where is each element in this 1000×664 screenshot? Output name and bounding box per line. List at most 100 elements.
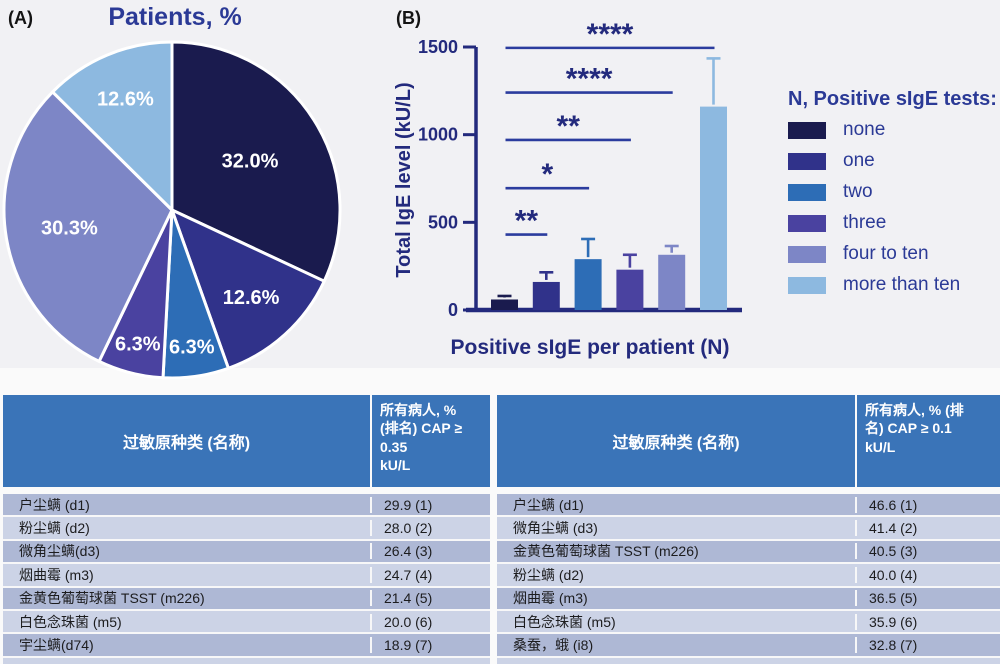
pie-slice-label: 12.6% <box>97 88 154 110</box>
legend-item-four-to-ten: four to ten <box>788 243 1000 264</box>
table-row: 金黄色葡萄球菌 TSST (m226) 21.4 (5) <box>3 587 490 611</box>
cell-percent-rank: 24.7 (4) <box>370 566 490 583</box>
table-row: 桑蚕，蛾 (i8) 32.8 (7) <box>497 634 1000 658</box>
table-row: 户尘螨 (d1) 46.6 (1) <box>497 494 1000 518</box>
table-row: 金黄色葡萄球菌 TSST (m226) 40.5 (3) <box>497 540 1000 565</box>
sig-stars: ** <box>557 110 581 143</box>
table-row: 粉尘螨 (d2) 40.0 (4) <box>497 564 1000 588</box>
y-tick-label: 1000 <box>418 125 458 145</box>
table-right-rows: 户尘螨 (d1) 46.6 (1) 微角尘螨 (d3) 41.4 (2) 金黄色葡萄球菌… <box>497 494 1000 664</box>
y-tick-label: 1500 <box>418 37 458 57</box>
table-right-allergen-header: 过敏原种类 (名称) <box>612 435 740 452</box>
pie-slice-label: 32.0% <box>222 150 279 172</box>
cell-percent-rank: 41.4 (2) <box>855 520 1000 537</box>
pie-slice-label: 12.6% <box>223 287 280 309</box>
cell-allergen: 户尘螨 (d1) <box>513 496 584 513</box>
table-row: 烟曲霉 (m3) 36.5 (5) <box>497 587 1000 611</box>
table-left-rows: 户尘螨 (d1) 29.9 (1) 粉尘螨 (d2) 28.0 (2) 微角尘螨(d3)… <box>3 494 490 664</box>
panel-b-label: (B) <box>396 8 421 28</box>
cell-percent-rank: 32.8 (7) <box>855 637 1000 654</box>
cell-percent-rank: 35.9 (6) <box>855 613 1000 630</box>
legend-item-label: three <box>843 212 887 233</box>
cell-allergen: 烟曲霉 (m3) <box>19 566 94 583</box>
sig-stars: * <box>541 158 553 191</box>
pie-slice-label: 6.3% <box>169 336 215 358</box>
legend-swatch <box>788 152 826 170</box>
legend-item-more-than-ten: more than ten <box>788 274 1000 295</box>
allergen-table-left: 过敏原种类 (名称) 所有病人, % (排名) CAP ≥ 0.35 kU/L … <box>3 395 490 664</box>
bar-four-to-ten <box>658 254 686 310</box>
cell-percent-rank: 20.0 (6) <box>370 613 490 630</box>
table-right-header: 过敏原种类 (名称) 所有病人, % (排 名) CAP ≥ 0.1 kU/L <box>497 395 1000 487</box>
table-left-header: 过敏原种类 (名称) 所有病人, % (排名) CAP ≥ 0.35 kU/L <box>3 395 490 487</box>
legend-item-label: one <box>843 150 875 171</box>
cell-allergen: 微角尘螨(d3) <box>19 543 100 560</box>
cell-allergen: 金黄色葡萄球菌 TSST (m226) <box>513 543 699 560</box>
legend-swatch <box>788 183 826 201</box>
cell-percent-rank: 26.4 (3) <box>370 543 490 560</box>
legend-swatch <box>788 245 826 263</box>
table-left-percent-header: 所有病人, % (排名) CAP ≥ 0.35 kU/L <box>370 395 490 487</box>
pie-slice-four-to-ten <box>2 90 174 363</box>
pie-slice-one <box>170 208 326 370</box>
cell-allergen: 白色念珠菌 (m5) <box>513 613 616 630</box>
bar-chart-legend: N, Positive sIgE tests: none one two three f… <box>788 88 1000 306</box>
y-tick-label: 500 <box>428 212 458 232</box>
bar-none <box>491 299 518 310</box>
x-axis-label: Positive sIgE per patient (N) <box>451 336 730 359</box>
cell-allergen: 宇尘螨(d74) <box>19 637 94 654</box>
table-left-allergen-header: 过敏原种类 (名称) <box>122 435 251 452</box>
cell-allergen: 粉尘螨 (d2) <box>19 520 90 537</box>
sig-stars: **** <box>566 63 613 96</box>
legend-item-two: two <box>788 181 1000 202</box>
cell-allergen: 微角尘螨 (d3) <box>513 520 598 537</box>
y-tick-label: 0 <box>448 300 458 320</box>
bar-one <box>532 281 560 310</box>
sig-stars: ** <box>515 205 539 238</box>
cell-percent-rank: 21.4 (5) <box>370 590 490 607</box>
cell-percent-rank: 28.0 (2) <box>370 520 490 537</box>
table-row: 微角尘螨 (d3) 41.4 (2) <box>497 517 1000 541</box>
bar-two <box>574 259 602 310</box>
cell-allergen: 白色念珠菌 (m5) <box>19 613 122 630</box>
cell-allergen: 桑蚕，蛾 (i8) <box>513 637 594 654</box>
table-row: 户尘螨 (d1) 29.9 (1) <box>3 494 490 518</box>
cell-allergen: 粉尘螨 (d2) <box>513 566 584 583</box>
table-row: 粉尘螨 (d2) 28.0 (2) <box>3 517 490 541</box>
table-row: 宇尘螨(d74) 18.9 (7) <box>3 634 490 658</box>
legend-item-label: more than ten <box>843 274 961 295</box>
table-row: 烟曲霉 (m3) 24.7 (4) <box>3 564 490 588</box>
sig-stars: **** <box>587 20 634 51</box>
legend-swatch <box>788 214 826 232</box>
table-right-percent-header: 所有病人, % (排 名) CAP ≥ 0.1 kU/L <box>855 395 1000 487</box>
legend-items: none one two three four to ten more than ten <box>788 119 1000 295</box>
pie-slice-label: 30.3% <box>41 218 98 240</box>
pie-slice-none <box>170 40 342 283</box>
cell-percent-rank: 36.5 (5) <box>855 590 1000 607</box>
legend-item-one: one <box>788 150 1000 171</box>
legend-title: N, Positive sIgE tests: <box>788 88 997 110</box>
cell-percent-rank: 40.5 (3) <box>855 543 1000 560</box>
table-row: 白色念珠菌 (m5) 20.0 (6) <box>3 610 490 635</box>
y-axis-label: Total IgE level (kU/L) <box>393 82 415 277</box>
cell-percent-rank: 40.0 (4) <box>855 566 1000 583</box>
table-row-partial <box>497 657 1000 664</box>
legend-item-label: four to ten <box>843 243 929 264</box>
bar-three <box>616 269 644 310</box>
table-row: 白色念珠菌 (m5) 35.9 (6) <box>497 610 1000 635</box>
cell-percent-rank: 18.9 (7) <box>370 637 490 654</box>
pie-slice-label: 6.3% <box>115 333 161 355</box>
pie-chart: 32.0% 12.6% 6.3% 6.3% 30.3% 12.6% <box>2 40 342 380</box>
cell-percent-rank: 29.9 (1) <box>370 496 490 513</box>
legend-item-label: none <box>843 119 886 140</box>
allergen-table-right: 过敏原种类 (名称) 所有病人, % (排 名) CAP ≥ 0.1 kU/L … <box>497 395 1000 664</box>
legend-item-three: three <box>788 212 1000 233</box>
legend-swatch <box>788 121 826 139</box>
table-row-partial <box>3 657 490 664</box>
cell-allergen: 烟曲霉 (m3) <box>513 590 588 607</box>
panel-c: (C) 过敏原种类 (名称) 所有病人, % (排名) CAP ≥ 0.35 k… <box>0 368 1000 664</box>
pie-slice-more-than-ten <box>51 40 174 212</box>
cell-allergen: 户尘螨 (d1) <box>19 496 90 513</box>
